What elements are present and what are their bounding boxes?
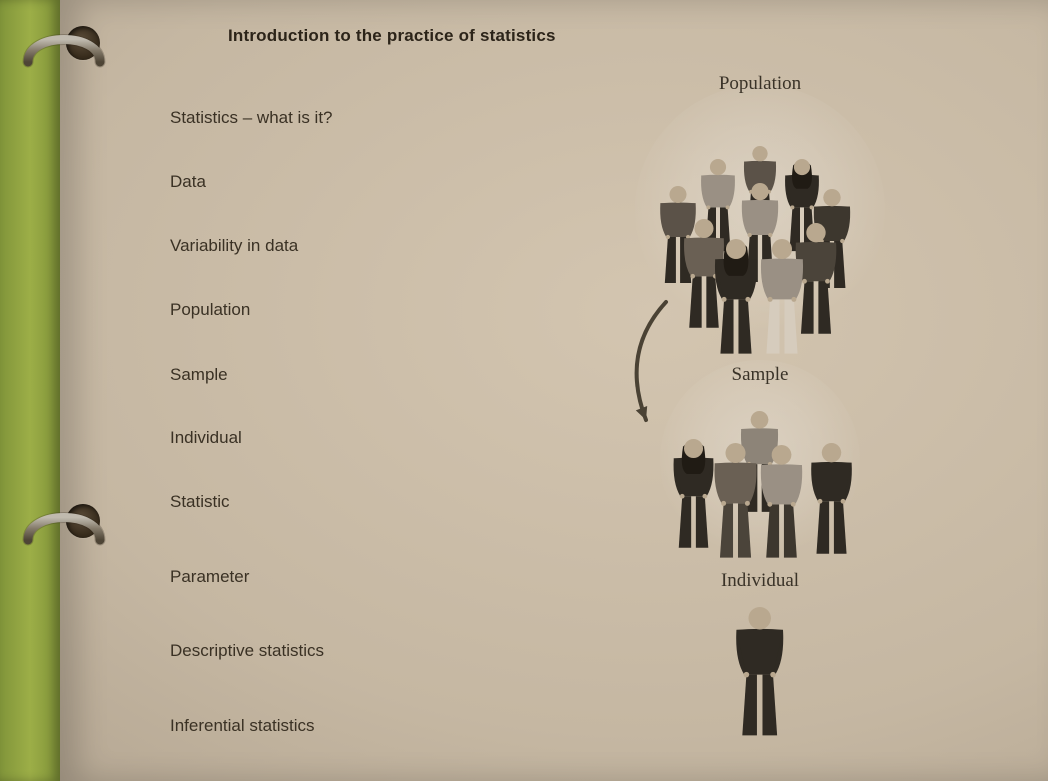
figure-label-individual: Individual <box>690 570 830 592</box>
term-item: Population <box>170 300 250 320</box>
figure-label-population: Population <box>680 73 840 95</box>
punch-hole <box>66 504 100 538</box>
term-item: Variability in data <box>170 236 298 256</box>
term-item: Statistics – what is it? <box>170 108 333 128</box>
binder-cover <box>0 0 60 781</box>
term-item: Parameter <box>170 567 249 587</box>
figure-label-sample: Sample <box>690 364 830 386</box>
term-item: Descriptive statistics <box>170 641 324 661</box>
photo-frame: Introduction to the practice of statisti… <box>0 0 1048 781</box>
sample-group-illustration <box>670 410 855 560</box>
term-item: Data <box>170 172 206 192</box>
page-title: Introduction to the practice of statisti… <box>228 26 556 46</box>
term-item: Sample <box>170 365 228 385</box>
punch-hole <box>66 26 100 60</box>
individual-illustration <box>732 606 787 738</box>
term-item: Inferential statistics <box>170 716 315 736</box>
page: Introduction to the practice of statisti… <box>60 0 1048 781</box>
term-item: Statistic <box>170 492 230 512</box>
term-item: Individual <box>170 428 242 448</box>
population-group-illustration <box>657 145 853 356</box>
